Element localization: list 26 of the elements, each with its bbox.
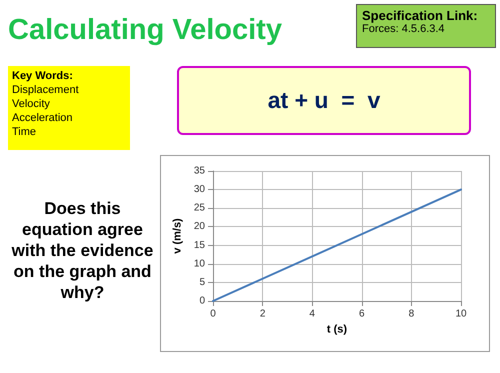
x-tick-label: 2 — [260, 308, 266, 320]
x-tick-label: 0 — [210, 308, 216, 320]
text: Displacement — [12, 83, 80, 97]
y-tick-label: 30 — [194, 184, 206, 196]
y-tick-label: 20 — [194, 221, 206, 232]
x-tick-label: 8 — [408, 308, 415, 320]
text: Acceleration — [12, 111, 74, 125]
y-tick-label: 5 — [199, 276, 206, 288]
y-axis-title: v (m/s) — [171, 218, 184, 254]
text: Velocity — [12, 97, 51, 111]
x-axis-title: t (s) — [326, 323, 348, 336]
chart-title: Calculating Velocity — [8, 14, 282, 47]
text: at + u = v — [177, 66, 471, 135]
x-tick-label: 4 — [309, 308, 316, 320]
text: Key Words: — [12, 69, 74, 83]
y-tick-label: 15 — [194, 240, 206, 251]
text: Forces: 4.5.6.3.4 — [362, 23, 446, 35]
y-tick-label: 35 — [194, 166, 206, 176]
text: Time — [12, 125, 38, 139]
x-tick-label: 10 — [455, 308, 467, 320]
text: Specification Link: — [362, 8, 479, 23]
y-tick-label: 25 — [194, 202, 206, 214]
text: Does this equation agree with the evidence on the graph and why? — [10, 198, 154, 303]
x-tick-label: 6 — [359, 308, 366, 320]
y-tick-label: 0 — [199, 296, 206, 306]
y-tick-label: 10 — [194, 258, 206, 270]
